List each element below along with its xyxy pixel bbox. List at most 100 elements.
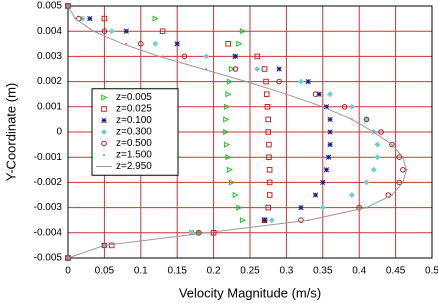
data-point [323, 104, 330, 110]
data-point [261, 66, 268, 72]
data-point [254, 53, 261, 60]
data-point [223, 128, 230, 136]
data-point [229, 179, 236, 186]
x-tick-label: 0.25 [240, 266, 260, 277]
y-tick-label: 0 [56, 127, 62, 138]
legend-swatch [100, 128, 108, 136]
data-point [108, 242, 115, 249]
data-point [327, 129, 333, 135]
legend: z=0.005z=0.025z=0.100z=0.300z=0.500z=1.5… [91, 88, 179, 176]
data-point [378, 129, 384, 135]
data-point [181, 53, 188, 60]
data-point [96, 30, 99, 33]
data-point [363, 179, 370, 186]
data-point [65, 3, 71, 9]
data-point [327, 91, 334, 98]
data-point [264, 104, 271, 110]
data-point [223, 103, 231, 110]
data-point [261, 217, 268, 223]
data-point [225, 91, 232, 98]
data-point [327, 141, 333, 148]
data-point [323, 167, 330, 173]
x-tick-label: 0.45 [386, 266, 406, 277]
data-point [325, 154, 332, 160]
data-point [356, 204, 363, 211]
y-axis-title: Y-Coordinate (m) [3, 83, 18, 182]
data-point [223, 141, 231, 148]
data-point [101, 28, 108, 35]
data-point [65, 255, 71, 261]
data-point [265, 204, 271, 211]
data-point [396, 154, 403, 160]
data-point [266, 179, 273, 186]
legend-label: z=1.500 [116, 150, 152, 161]
y-tick-label: 0.001 [37, 101, 62, 112]
data-point [305, 78, 311, 85]
data-point [138, 41, 144, 47]
data-point [298, 204, 304, 211]
data-point [174, 41, 180, 47]
data-point [348, 103, 355, 110]
data-point [348, 191, 355, 199]
legend-swatch [103, 154, 105, 156]
data-point [254, 65, 261, 73]
x-tick-label: 0.15 [167, 266, 187, 277]
x-tick-label: 0 [65, 266, 71, 277]
x-tick-label: 0.2 [207, 266, 221, 277]
data-point [265, 116, 271, 123]
data-point [239, 217, 247, 224]
legend-label: z=2.950 [116, 161, 152, 172]
data-point [312, 91, 319, 97]
data-point [266, 167, 273, 173]
legend-swatch [101, 106, 107, 112]
data-point [232, 53, 239, 60]
data-point [225, 41, 231, 47]
data-point [298, 217, 304, 223]
data-point [297, 78, 304, 85]
data-point [363, 116, 370, 123]
legend-swatch [101, 117, 107, 124]
data-point [263, 91, 270, 98]
plot-border [67, 5, 433, 259]
y-tick-label: 0.003 [37, 51, 62, 62]
data-point [276, 78, 282, 85]
data-point [159, 28, 166, 34]
data-point [266, 154, 272, 160]
x-axis-title: Velocity Magnitude (m/s) [179, 285, 321, 300]
data-point [374, 154, 381, 161]
data-point [152, 15, 159, 22]
y-tick-label: 0.004 [37, 26, 62, 37]
data-line [67, 5, 408, 259]
data-point [125, 42, 128, 45]
data-point [276, 66, 282, 72]
x-tick-label: 0.4 [352, 266, 366, 277]
data-point [210, 230, 217, 236]
data-point [370, 166, 377, 173]
x-tick-label: 0.3 [279, 266, 293, 277]
data-point [263, 78, 269, 85]
y-tick-label: -0.002 [34, 177, 63, 188]
legend-label: z=0.005 [116, 92, 152, 103]
data-point [266, 141, 272, 148]
data-point [236, 204, 243, 211]
data-point [374, 141, 381, 148]
legend-swatch [101, 140, 107, 147]
y-tick-label: -0.004 [34, 227, 63, 238]
data-point [239, 28, 247, 35]
data-point [225, 154, 232, 161]
legend-label: z=0.100 [116, 115, 152, 126]
data-point [236, 40, 243, 47]
data-point [232, 191, 239, 199]
data-point [265, 129, 271, 135]
data-point [396, 179, 403, 186]
y-tick-label: -0.003 [34, 202, 63, 213]
x-tick-label: 0.05 [95, 266, 115, 277]
x-tick-label: 0.5 [425, 266, 438, 277]
legend-label: z=0.300 [116, 127, 152, 138]
legend-swatch [101, 94, 108, 101]
data-point [320, 179, 326, 186]
data-point [232, 66, 239, 72]
data-point [266, 192, 273, 198]
data-point [101, 15, 108, 22]
